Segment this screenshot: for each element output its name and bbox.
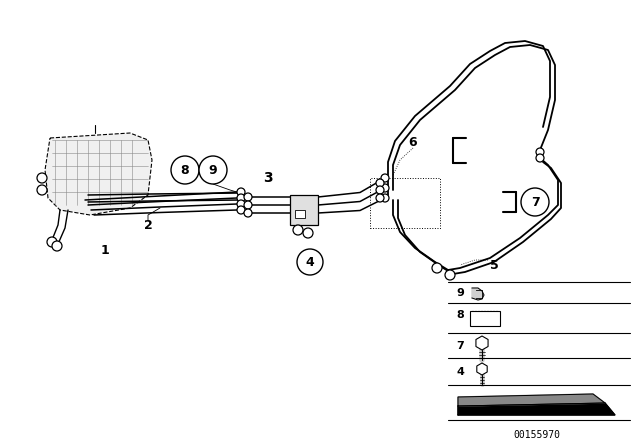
Circle shape [37,173,47,183]
Text: 2: 2 [143,219,152,232]
Bar [370,178,440,228]
Text: 4: 4 [456,367,464,377]
Circle shape [376,179,384,187]
Text: 7: 7 [456,341,464,351]
Circle shape [244,193,252,201]
Bar [470,311,500,326]
Circle shape [376,186,384,194]
Circle shape [536,148,544,156]
Polygon shape [458,403,615,415]
Circle shape [303,228,313,238]
Text: 5: 5 [490,258,499,271]
Text: 6: 6 [408,135,417,148]
Text: 00155970: 00155970 [513,430,561,440]
Text: 3: 3 [263,171,273,185]
Polygon shape [472,288,484,300]
Text: 9: 9 [209,164,218,177]
Circle shape [47,237,57,247]
Text: 4: 4 [306,255,314,268]
Circle shape [237,194,245,202]
Circle shape [521,188,549,216]
Circle shape [237,206,245,214]
Circle shape [376,194,384,202]
Bar [295,210,305,218]
Circle shape [244,209,252,217]
Text: 8: 8 [456,310,464,320]
Text: 7: 7 [531,195,540,208]
Circle shape [381,184,389,192]
Circle shape [244,201,252,209]
Circle shape [381,174,389,182]
Polygon shape [45,133,152,215]
Circle shape [432,263,442,273]
Circle shape [199,156,227,184]
Circle shape [37,185,47,195]
Circle shape [293,225,303,235]
Polygon shape [458,394,605,406]
Circle shape [536,154,544,162]
Text: 1: 1 [100,244,109,257]
Circle shape [52,241,62,251]
Bar [290,195,318,225]
Circle shape [381,194,389,202]
Circle shape [171,156,199,184]
Circle shape [297,249,323,275]
Circle shape [237,200,245,208]
Circle shape [237,188,245,196]
Circle shape [445,270,455,280]
Text: 8: 8 [180,164,189,177]
Text: 9: 9 [456,288,464,298]
